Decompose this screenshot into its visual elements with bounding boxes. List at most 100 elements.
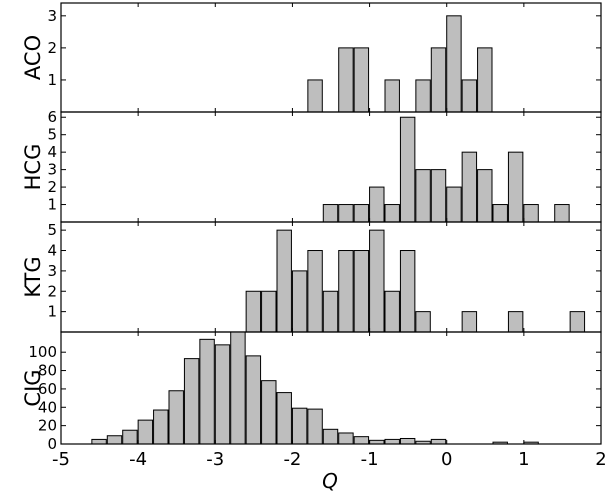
y-tick-label: 80 [38, 362, 57, 380]
histogram-bar [91, 438, 107, 445]
x-tick-label: 2 [595, 449, 605, 470]
y-tick-label: 20 [38, 417, 57, 435]
histogram-bar [307, 250, 323, 333]
x-tick-label: -1 [361, 449, 379, 470]
histogram-bar [399, 437, 416, 445]
y-axis-label: HCG [21, 144, 45, 191]
histogram-bar [446, 15, 462, 113]
histogram-bar [307, 79, 323, 113]
histogram-bar [507, 311, 524, 333]
y-tick-label: 2 [47, 178, 57, 196]
histogram-bar [477, 169, 493, 223]
histogram-bar [322, 204, 339, 223]
y-tick-label: 5 [47, 126, 57, 144]
y-tick-label: 4 [47, 242, 57, 260]
y-tick-label: 3 [47, 7, 57, 25]
y-tick-label: 40 [38, 398, 57, 416]
histogram-bar [446, 186, 462, 223]
y-tick-label: 100 [28, 343, 57, 361]
histogram-bar [430, 438, 447, 445]
panel-frame [60, 2, 602, 113]
histogram-bar [122, 429, 138, 445]
y-tick-label: 2 [47, 39, 57, 57]
histogram-bar [153, 409, 169, 445]
histogram-bar [245, 355, 262, 445]
histogram-bar [338, 204, 354, 223]
histogram-bar [137, 419, 154, 445]
y-tick-label: 1 [47, 303, 57, 321]
histogram-bar [230, 331, 246, 445]
x-tick-label: 1 [518, 449, 529, 470]
y-axis-label: CIG [21, 369, 45, 406]
histogram-bar [322, 290, 339, 333]
histogram-bar [430, 169, 447, 223]
histogram-bar [415, 169, 431, 223]
histogram-bar [338, 250, 354, 333]
histogram-bar [276, 229, 292, 333]
histogram-bar [307, 408, 323, 445]
x-axis: -5 -4 -3 -2 -1 0 1 2 [52, 449, 605, 470]
x-tick-label: 0 [441, 449, 452, 470]
x-tick-label: -5 [52, 449, 70, 470]
histogram-bar [569, 311, 586, 333]
histogram-bar [183, 358, 200, 445]
histogram-bar [461, 311, 478, 333]
histogram-bar [353, 250, 370, 333]
histogram-bar [461, 151, 478, 223]
histogram-bar [353, 47, 370, 113]
y-tick-label: 2 [47, 282, 57, 300]
histogram-bar [399, 116, 416, 223]
y-tick-label: 0 [47, 435, 57, 453]
histogram-bar [492, 204, 508, 223]
histogram-bar [369, 229, 385, 333]
histogram-bar [477, 47, 493, 113]
histogram-bar [199, 338, 215, 445]
histogram-bar [291, 407, 308, 445]
y-axis-label: ACO [21, 35, 45, 80]
x-tick-label: -2 [283, 449, 301, 470]
histogram-bar [276, 392, 292, 445]
y-tick-label: 5 [47, 221, 57, 239]
histogram-bar [415, 311, 431, 333]
histogram-bar [369, 186, 385, 223]
histogram-bar [461, 79, 478, 113]
histogram-bar [384, 290, 400, 333]
y-tick-label: 6 [47, 108, 57, 126]
y-tick-label: 4 [47, 143, 57, 161]
histogram-bar [523, 204, 539, 223]
y-tick-label: 60 [38, 380, 57, 398]
y-axis-label: KTG [21, 256, 45, 297]
histogram-bar [430, 47, 447, 113]
histogram-bar [214, 344, 231, 445]
histogram-bar [261, 290, 277, 333]
histogram-bar [291, 270, 308, 333]
x-tick-label: -4 [129, 449, 147, 470]
histogram-bar [399, 250, 416, 333]
x-axis-label: Q [322, 469, 338, 493]
panel-frame [60, 331, 602, 445]
histogram-bar [384, 79, 400, 113]
x-tick-label: -3 [206, 449, 224, 470]
histogram-bar [554, 204, 570, 223]
histogram-bar [384, 204, 400, 223]
histogram-bar [353, 204, 370, 223]
histogram-bar [261, 380, 277, 445]
y-tick-label: 1 [47, 71, 57, 89]
histogram-bar [507, 151, 524, 223]
y-tick-label: 1 [47, 196, 57, 214]
y-tick-label: 3 [47, 161, 57, 179]
histogram-bar [384, 438, 400, 445]
histogram-bar [338, 47, 354, 113]
histogram-bar [168, 390, 184, 445]
histogram-bar [353, 436, 370, 445]
histogram-bar [415, 79, 431, 113]
y-tick-label: 3 [47, 262, 57, 280]
histogram-bar [106, 435, 123, 445]
histogram-bar [322, 428, 339, 445]
